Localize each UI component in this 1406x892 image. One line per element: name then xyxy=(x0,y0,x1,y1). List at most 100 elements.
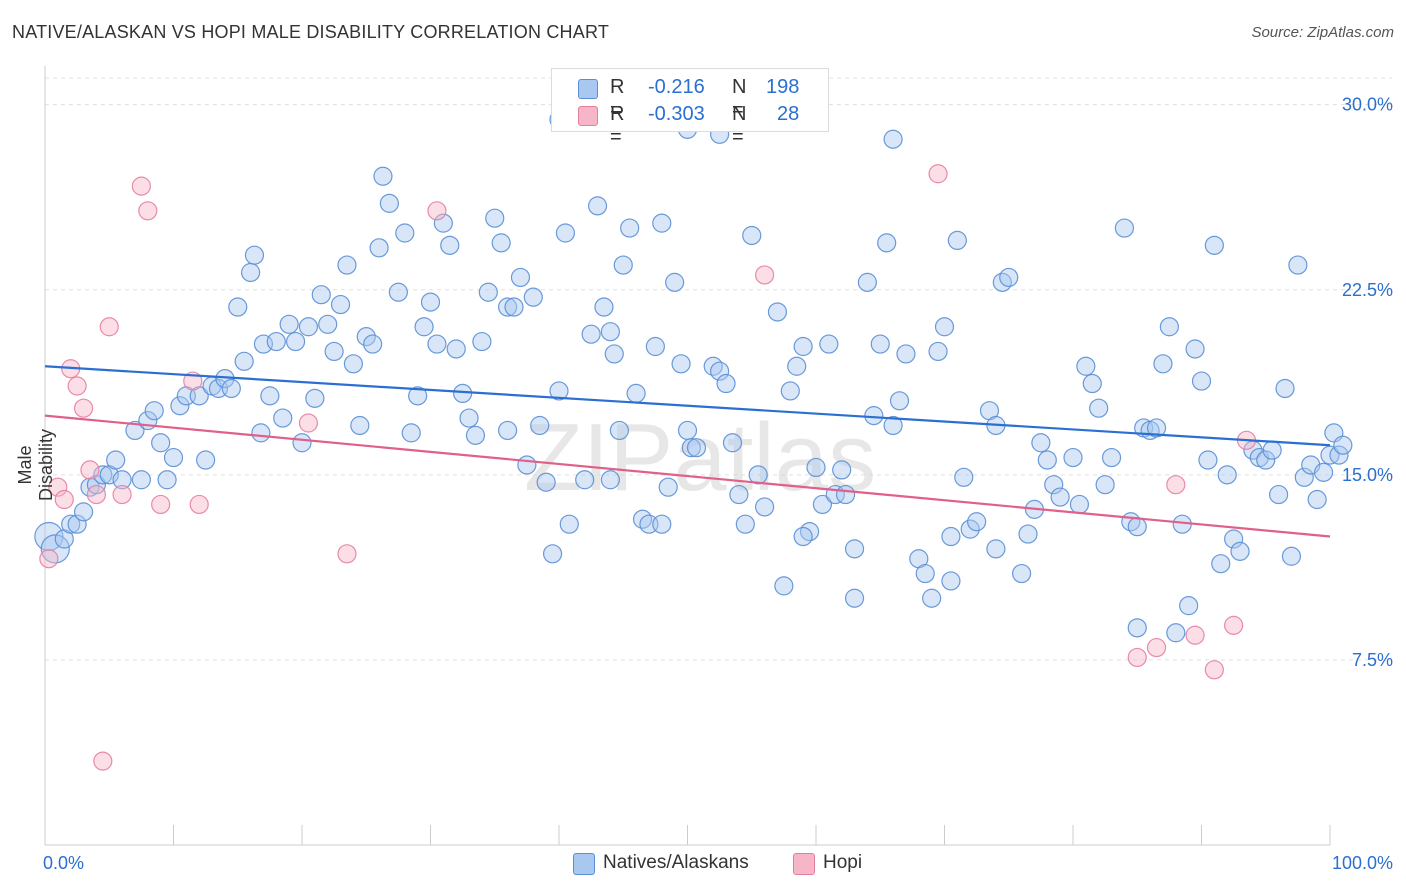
natives-point xyxy=(787,356,807,376)
natives-point xyxy=(915,563,935,584)
y-tick-label: 30.0% xyxy=(1342,95,1393,115)
natives-point xyxy=(379,193,399,213)
natives-point xyxy=(1281,546,1302,566)
natives-point xyxy=(934,317,955,337)
natives-point xyxy=(151,433,171,453)
natives-point xyxy=(305,388,325,408)
natives-point xyxy=(626,383,646,404)
natives-point xyxy=(947,230,967,251)
natives-point xyxy=(298,317,319,337)
natives-point xyxy=(1082,373,1102,394)
natives-point xyxy=(40,534,70,564)
natives-point xyxy=(819,334,839,354)
hopi-point xyxy=(54,489,74,510)
natives-point xyxy=(241,262,261,283)
natives-point xyxy=(1031,433,1051,453)
hopi-point xyxy=(298,413,319,433)
legend-swatch-hopi xyxy=(793,853,815,875)
natives-point xyxy=(1224,529,1244,549)
hopi-point xyxy=(80,460,100,480)
natives-point xyxy=(373,166,393,186)
natives-point xyxy=(61,514,81,534)
natives-point xyxy=(686,438,707,458)
legend-swatch-natives xyxy=(573,853,595,875)
natives-point xyxy=(244,245,265,265)
natives-point xyxy=(735,514,755,534)
y-tick-label: 15.0% xyxy=(1342,465,1393,485)
legend-label-hopi: Hopi xyxy=(823,852,863,873)
natives-point xyxy=(163,447,184,468)
natives-point xyxy=(645,336,665,357)
natives-point xyxy=(433,213,453,233)
natives-point xyxy=(1333,435,1353,455)
natives-point xyxy=(774,576,794,596)
natives-point xyxy=(1198,450,1218,470)
natives-point xyxy=(729,484,749,505)
natives-point xyxy=(549,381,569,401)
hopi-point xyxy=(93,751,113,771)
natives-point xyxy=(870,334,890,354)
natives-point xyxy=(1256,450,1276,470)
natives-point xyxy=(196,450,216,470)
natives-point xyxy=(337,255,357,275)
legend-n-label: N = xyxy=(732,76,747,121)
natives-point xyxy=(941,571,961,591)
natives-point xyxy=(671,354,691,374)
natives-point xyxy=(498,420,518,441)
legend-r-label: R = xyxy=(610,103,625,148)
natives-point xyxy=(93,465,113,485)
natives-point xyxy=(742,225,762,246)
natives-point xyxy=(681,438,701,458)
natives-point xyxy=(600,322,621,342)
natives-point xyxy=(67,514,87,534)
natives-point xyxy=(279,314,299,334)
natives-point xyxy=(1288,255,1308,275)
natives-point xyxy=(1101,447,1122,468)
y-axis-label: Male Disability xyxy=(15,428,56,502)
natives-point xyxy=(967,512,987,532)
natives-point xyxy=(793,336,813,357)
hopi-point xyxy=(1204,660,1224,680)
legend-r-label: R = xyxy=(610,76,625,121)
natives-point xyxy=(960,519,980,539)
natives-point xyxy=(73,502,94,522)
hopi-point xyxy=(189,494,209,515)
natives-point xyxy=(1268,484,1289,505)
natives-point xyxy=(266,331,286,352)
natives-point xyxy=(1191,371,1212,391)
natives-point xyxy=(112,470,132,490)
natives-point xyxy=(251,423,271,443)
natives-point xyxy=(395,223,415,243)
natives-point xyxy=(536,472,556,492)
natives-point xyxy=(446,339,466,359)
hopi-point xyxy=(131,176,151,196)
natives-point xyxy=(324,341,344,362)
axes xyxy=(44,66,1331,846)
natives-point xyxy=(1018,524,1038,544)
natives-point xyxy=(812,494,833,515)
natives-point xyxy=(632,509,653,529)
natives-point xyxy=(748,465,768,485)
hopi-point xyxy=(86,484,107,505)
natives-alaskans-points xyxy=(34,107,1353,643)
natives-point xyxy=(1159,317,1179,337)
natives-point xyxy=(559,514,579,534)
natives-point xyxy=(530,415,550,436)
natives-point xyxy=(1204,235,1224,255)
natives-point xyxy=(459,408,479,428)
natives-point xyxy=(221,378,241,399)
natives-point xyxy=(125,420,145,441)
natives-point xyxy=(228,297,248,317)
natives-point xyxy=(1127,517,1147,537)
natives-point xyxy=(1146,418,1167,438)
natives-point xyxy=(131,470,151,490)
natives-point xyxy=(835,484,856,505)
hopi-point xyxy=(337,544,357,564)
natives-point xyxy=(356,327,376,347)
natives-point xyxy=(1217,465,1237,485)
hopi-point xyxy=(1127,647,1147,668)
hopi-point xyxy=(67,376,87,396)
natives-point xyxy=(408,386,428,406)
hopi-point xyxy=(138,201,158,221)
natives-point xyxy=(427,334,447,354)
